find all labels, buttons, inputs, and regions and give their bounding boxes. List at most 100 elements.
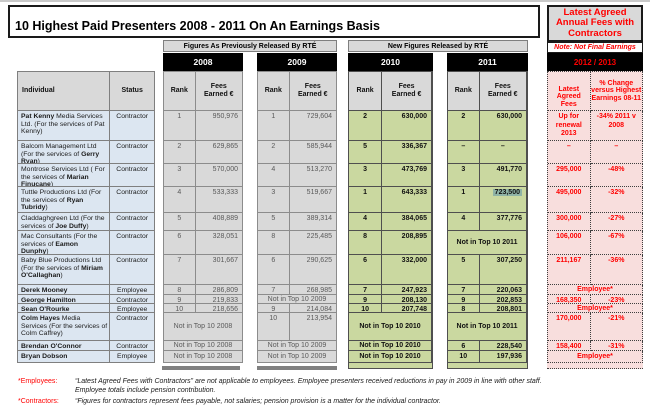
pct-change-cell: -34% 2011 v 2008 (590, 111, 643, 141)
table-row: Not in Top 10 2010 (349, 341, 432, 351)
table-row: Not in Top 10 2011 (448, 313, 527, 341)
individuals-header-row: Individual Status (18, 72, 155, 111)
table-row: 9 208,130 (349, 295, 432, 304)
rank-cell: 9 (448, 295, 480, 304)
latest-agreed-fees-header: Latest Agreed Annual Fees with Contracto… (547, 5, 643, 42)
presenter-name-text: ) (37, 158, 40, 164)
agreed-fees-cell: 158,400 (548, 341, 591, 351)
table-row: 10 207,748 (349, 304, 432, 313)
presenter-name-text: Claddaghgreen Ltd (For the services of (21, 215, 105, 230)
fees-cell: 629,865 (195, 141, 243, 164)
underline-bar-2009 (257, 366, 337, 370)
presenter-name-text: Media Services (For the services of Colm… (21, 315, 108, 338)
table-row: 4 384,065 (349, 213, 432, 231)
presenter-name-text: ) (50, 181, 54, 187)
not-in-top-cell: Not in Top 10 2010 (349, 351, 432, 363)
presenter-name-bold: Derek Mooney (21, 287, 68, 294)
presenter-name-text: Baby Blue Productions Ltd (For the servi… (21, 257, 102, 272)
rank-header: Rank (349, 72, 383, 111)
table-row: 8 208,801 (448, 304, 527, 313)
table-row: 5 307,250 (448, 255, 527, 285)
rank-cell: 5 (164, 213, 196, 231)
table-row: 170,000 -21% (548, 313, 643, 341)
fees-header: Fees Earned € (479, 72, 527, 111)
table-row: 4 533,333 (164, 187, 243, 213)
footnotes: *Employees: “Latest Agreed Fees with Cont… (18, 377, 638, 408)
fees-cell: 377,776 (479, 213, 527, 231)
rank-cell: 3 (164, 164, 196, 187)
fees-cell: 533,333 (195, 187, 243, 213)
rank-cell: 6 (349, 255, 383, 285)
name-cell: Bryan Dobson (18, 351, 111, 363)
rank-cell: 9 (258, 304, 290, 313)
table-row: 2 629,865 (164, 141, 243, 164)
table-row: George Hamilton Contractor (18, 295, 155, 304)
rank-header: Rank (258, 72, 290, 111)
fees-cell: 408,889 (195, 213, 243, 231)
pct-change-cell: -67% (590, 231, 643, 255)
fees-cell: 729,604 (289, 111, 337, 141)
status-cell: Employee (110, 285, 155, 295)
rank-cell: 10 (448, 351, 480, 363)
name-cell: Claddaghgreen Ltd (For the services of J… (18, 213, 111, 231)
presenter-name-bold: Bryan Dobson (21, 353, 68, 360)
year-header-2008: 2008 (163, 53, 243, 71)
name-cell: Pat Kenny Media Services Ltd. (For the s… (18, 111, 111, 141)
rank-cell: 6 (258, 255, 290, 285)
status-cell: Contractor (110, 111, 155, 141)
table-row: 10 197,936 (448, 351, 527, 363)
employee-span-cell: Employee* (548, 285, 643, 295)
presenter-name-bold: Eamon Dunphy (21, 240, 79, 255)
fees-cell: 328,051 (195, 231, 243, 255)
status-cell: Contractor (110, 213, 155, 231)
fees-cell: 491,770 (479, 164, 527, 187)
fees-cell: 208,895 (382, 231, 432, 255)
rank-cell: 2 (164, 141, 196, 164)
presenter-name-bold: Colm Hayes (21, 315, 60, 322)
table-row: 295,000 -48% (548, 164, 643, 187)
rank-cell: 5 (258, 213, 290, 231)
fees-cell: 214,084 (289, 304, 337, 313)
not-in-top-cell: Not in Top 10 2008 (164, 341, 243, 351)
table-row: 1 729,604 (258, 111, 337, 141)
table-row: 211,167 -36% (548, 255, 643, 285)
presenter-name-bold: Brendan O'Connor (21, 343, 82, 350)
pct-change-cell: -23% (590, 295, 643, 304)
status-cell: Contractor (110, 295, 155, 304)
fees-cell: 389,314 (289, 213, 337, 231)
underline-bar-2008 (162, 366, 240, 370)
status-cell: Employee (110, 351, 155, 363)
name-cell: Derek Mooney (18, 285, 111, 295)
fees-header: Fees Earned € (382, 72, 432, 111)
fees-cell: 225,485 (289, 231, 337, 255)
not-in-top-cell: Not in Top 10 2010 (349, 341, 432, 351)
agreed-fees-cell: 495,000 (548, 187, 591, 213)
table-row: Not in Top 10 2011 (448, 231, 527, 255)
rank-cell: 8 (448, 304, 480, 313)
presenter-name-bold: Miriam O'Callaghan (21, 264, 103, 280)
table-row: Pat Kenny Media Services Ltd. (For the s… (18, 111, 155, 141)
agreed-fees-cell: 168,350 (548, 295, 591, 304)
presenter-name-bold: Marian Finucane (21, 173, 89, 187)
fees-cell: 473,769 (382, 164, 432, 187)
table-row: Mac Consultants (For the services of Eam… (18, 231, 155, 255)
table-row: Balcom Management Ltd (For the services … (18, 141, 155, 164)
status-cell: Contractor (110, 313, 155, 341)
presenter-name-text: ) (86, 222, 89, 230)
table-row: 7 247,923 (349, 285, 432, 295)
footnote-label: *Contractors: (18, 398, 59, 405)
fees-cell: 219,833 (195, 295, 243, 304)
rank-cell: 4 (164, 187, 196, 213)
name-cell: Montrose Services Ltd ( For the services… (18, 164, 111, 187)
table-row: Sean O'Rourke Employee (18, 304, 155, 313)
table-row: 4 513,270 (258, 164, 337, 187)
agreed-fees-cell: 300,000 (548, 213, 591, 231)
fees-cell: 213,954 (289, 313, 337, 341)
rank-cell: 2 (258, 141, 290, 164)
red-rows: Up for renewal 2013 -34% 2011 v 2008– –295… (548, 111, 643, 363)
not-in-top-cell: Not in Top 10 2011 (448, 231, 527, 255)
rank-header: Rank (164, 72, 196, 111)
fees-cell: 723,500 (479, 187, 527, 213)
fees-cell: 307,250 (479, 255, 527, 285)
